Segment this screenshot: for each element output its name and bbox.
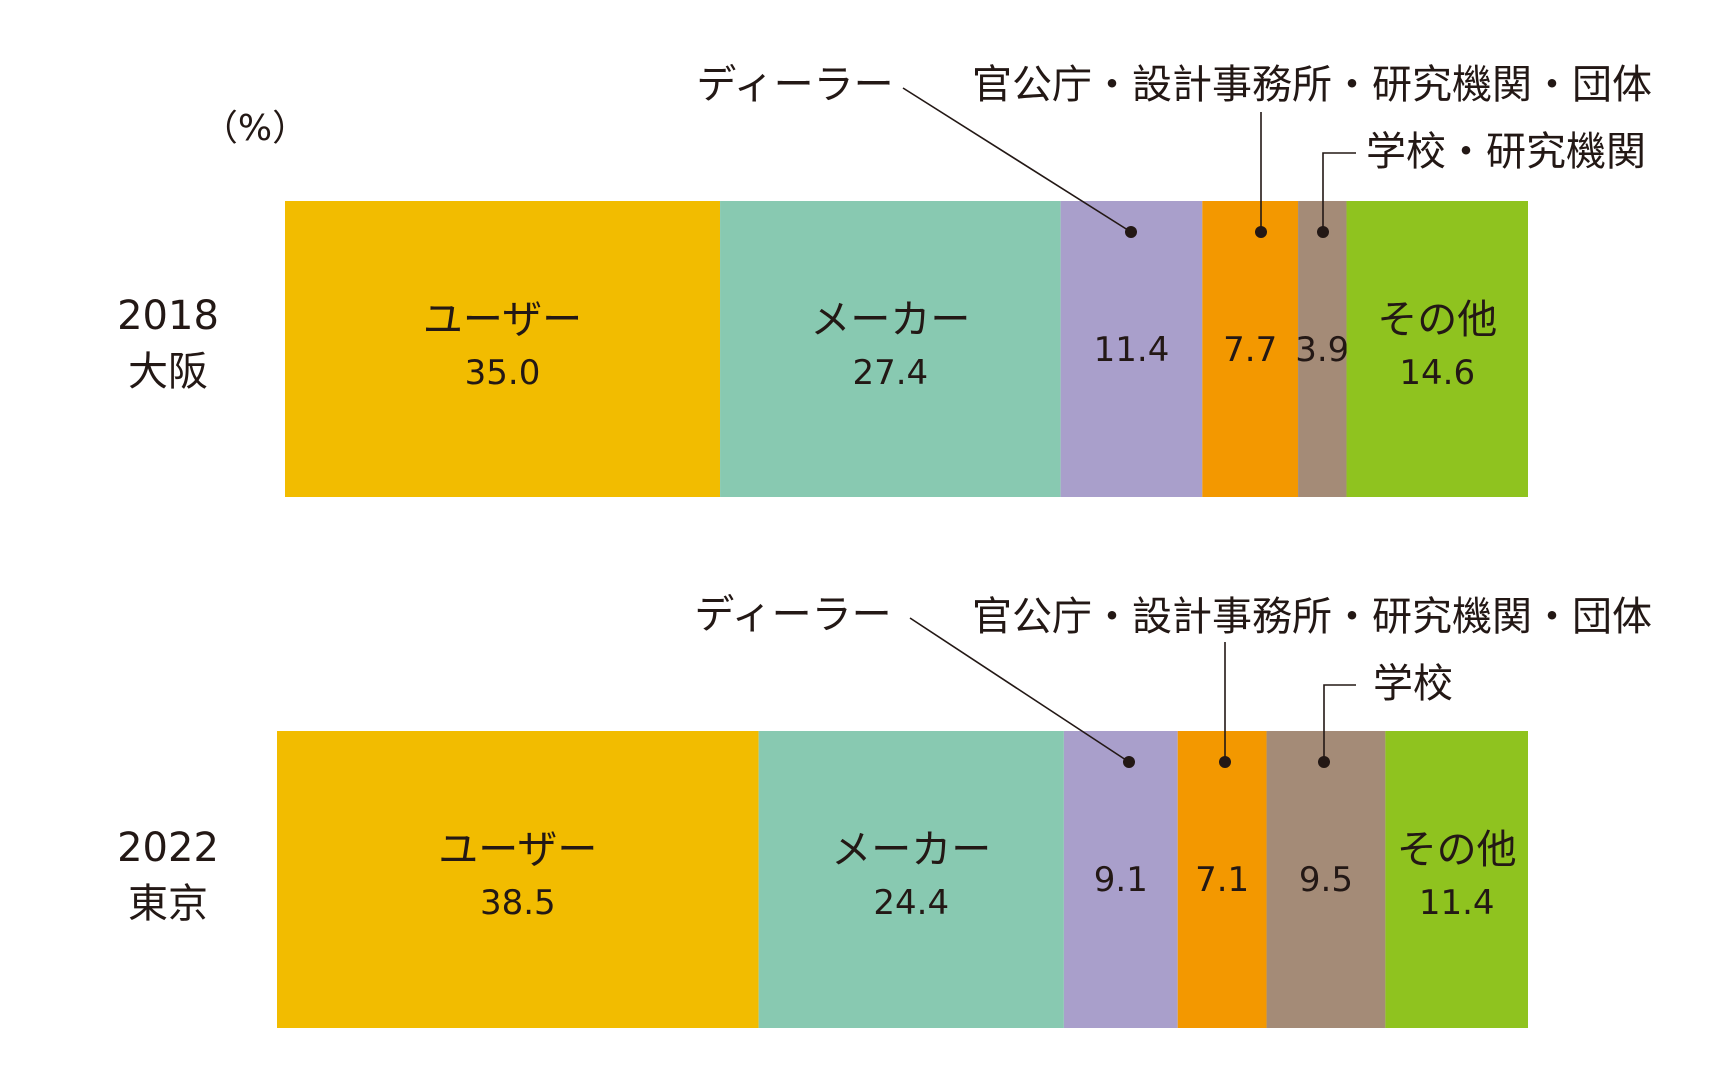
row-year-label: 2018 <box>117 293 219 339</box>
data-label: 35.0 <box>465 353 541 393</box>
segment-label: ユーザー <box>423 297 582 343</box>
segment-label: 学校・研究機関 <box>1366 129 1646 175</box>
leader-dot <box>1219 756 1231 768</box>
data-label: 11.4 <box>1094 330 1170 370</box>
bar-segment-user <box>277 731 759 1028</box>
segment-label: メーカー <box>810 297 970 343</box>
data-label: 3.9 <box>1295 330 1349 370</box>
data-label: 7.1 <box>1195 860 1249 900</box>
bar-segment-maker <box>758 731 1064 1028</box>
data-label: 9.5 <box>1299 860 1353 900</box>
leader-dot <box>1123 756 1135 768</box>
data-label: 14.6 <box>1399 353 1475 393</box>
row-2018: 2018 大阪 ユーザー 35.0 メーカー 27.4 11.4 ディーラー 7.7 官公庁・設計… <box>117 62 1652 497</box>
segment-label: 官公庁・設計事務所・研究機関・団体 <box>972 62 1652 108</box>
segment-label: その他 <box>1377 297 1497 343</box>
bar-segment-school <box>1266 731 1386 1028</box>
leader-line <box>1322 152 1356 232</box>
bar-segment-user <box>285 201 721 497</box>
bar-segment-dealer <box>1063 731 1178 1028</box>
leader-dot <box>1317 226 1329 238</box>
segment-label: ユーザー <box>438 827 597 873</box>
bar-segment-school <box>1298 201 1347 497</box>
segment-label: ディーラー <box>696 62 893 108</box>
bar-segment-government <box>1202 201 1299 497</box>
data-label: 24.4 <box>873 883 949 923</box>
leader-line <box>902 87 1132 233</box>
leader-dot <box>1255 226 1267 238</box>
segment-label: 官公庁・設計事務所・研究機関・団体 <box>972 594 1652 640</box>
leader-dot <box>1125 226 1137 238</box>
row-2022: 2022 東京 ユーザー 38.5 メーカー 24.4 9.1 ディーラー 7.1 官公庁・設計事… <box>117 592 1652 1028</box>
row-city-label: 大阪 <box>128 349 208 395</box>
data-label: 27.4 <box>852 353 928 393</box>
segment-label: その他 <box>1397 827 1517 873</box>
leader-line <box>909 617 1130 763</box>
leader-dot <box>1318 756 1330 768</box>
bar-segment-other <box>1385 731 1528 1028</box>
data-label: 9.1 <box>1094 860 1148 900</box>
data-label: 7.7 <box>1223 330 1277 370</box>
row-city-label: 東京 <box>128 881 208 927</box>
segment-label: ディーラー <box>694 592 891 638</box>
data-label: 11.4 <box>1419 883 1495 923</box>
bar-segment-dealer <box>1060 201 1203 497</box>
bar-segment-maker <box>720 201 1061 497</box>
bar-segment-government <box>1177 731 1267 1028</box>
segment-label: 学校 <box>1373 661 1453 707</box>
leader-line <box>1323 684 1356 762</box>
chart-rows: 2018大阪ユーザー35.0メーカー27.411.4ディーラー7.7官公庁・設計… <box>117 62 1652 1028</box>
segment-label: メーカー <box>831 827 991 873</box>
bar-segment-other <box>1346 201 1528 497</box>
unit-label: （%） <box>202 108 308 149</box>
row-year-label: 2022 <box>117 825 219 871</box>
data-label: 38.5 <box>480 883 556 923</box>
